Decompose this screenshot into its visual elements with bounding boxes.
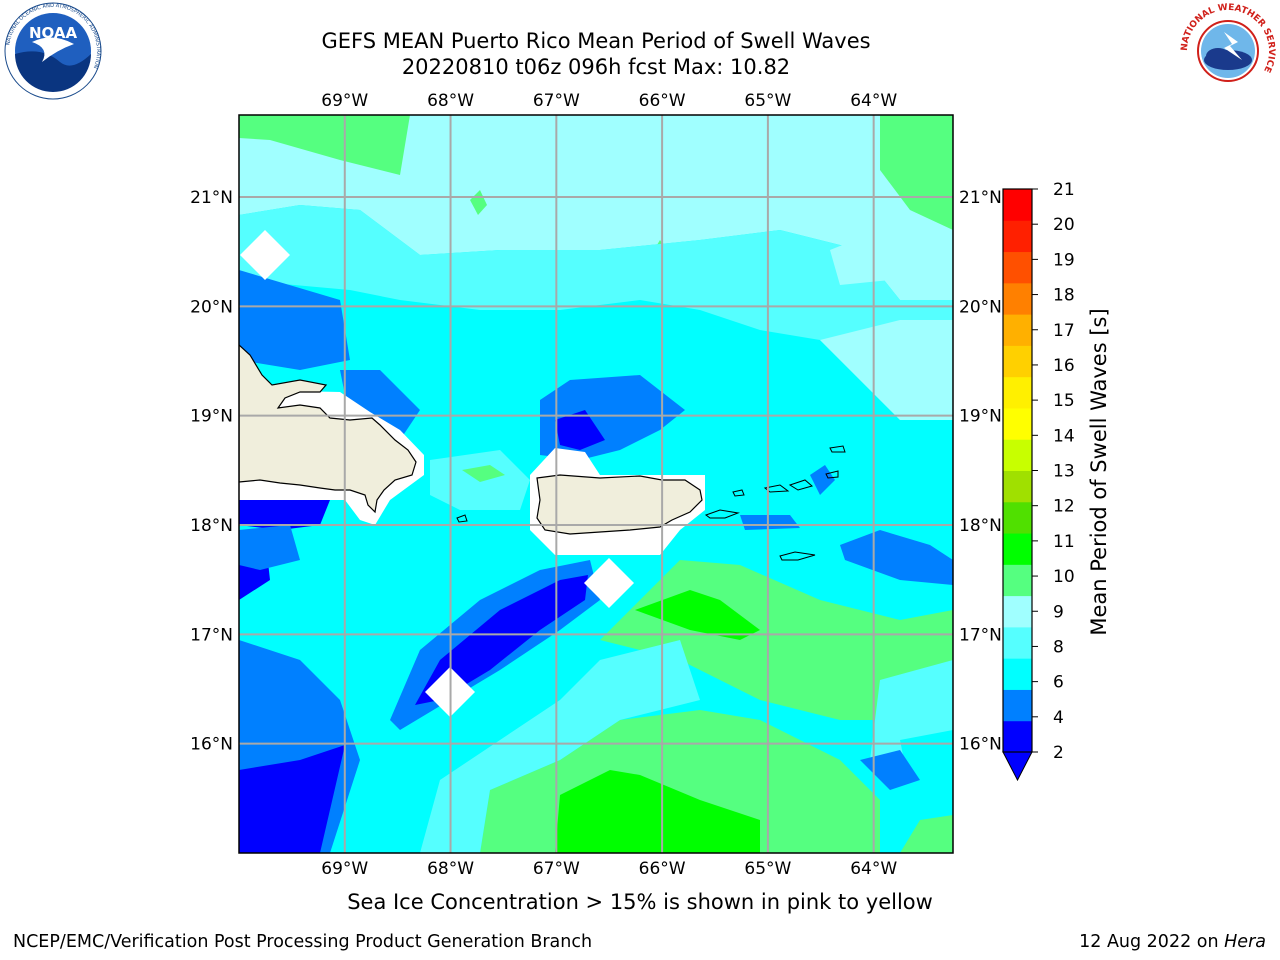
footer-left: NCEP/EMC/Verification Post Processing Pr… (13, 932, 593, 952)
footer-date: 12 Aug 2022 on (1079, 932, 1225, 952)
map-gridlines (239, 115, 953, 853)
colorbar-segment (1003, 282, 1032, 315)
colorbar-tick-label: 15 (1053, 391, 1075, 411)
colorbar-under-arrow (1002, 751, 1033, 782)
colorbar-tick-label: 9 (1053, 602, 1064, 622)
lat-tick-label-left: 17°N (190, 625, 233, 645)
caption: Sea Ice Concentration > 15% is shown in … (347, 890, 933, 914)
lat-tick-label-right: 18°N (959, 516, 1002, 536)
lon-tick-label-top: 69°W (321, 91, 368, 111)
colorbar-tick-label: 10 (1053, 567, 1075, 587)
lon-tick-label-top: 64°W (850, 91, 897, 111)
footer-right: 12 Aug 2022 on Hera (1079, 932, 1266, 952)
colorbar-segment (1003, 251, 1032, 284)
colorbar-segment (1003, 720, 1032, 753)
lat-tick-label-right: 16°N (959, 735, 1002, 755)
colorbar-segment (1003, 595, 1032, 628)
lon-tick-label-top: 66°W (639, 91, 686, 111)
colorbar-segment (1003, 314, 1032, 346)
colorbar-tick-label: 18 (1053, 286, 1075, 306)
colorbar-tick-label: 16 (1053, 356, 1075, 376)
colorbar-tick-label: 6 (1053, 673, 1064, 693)
lon-tick-label-top: 68°W (427, 91, 474, 111)
colorbar-segment (1003, 345, 1032, 378)
lat-tick-label-right: 17°N (959, 625, 1002, 645)
colorbar-tick-label: 21 (1053, 180, 1075, 200)
lon-tick-label-top: 67°W (533, 91, 580, 111)
colorbar-tick-label: 20 (1053, 215, 1075, 235)
colorbar-segment (1003, 407, 1032, 440)
colorbar-segment (1003, 220, 1032, 253)
colorbar-segment (1003, 626, 1032, 659)
lat-tick-label-left: 16°N (190, 735, 233, 755)
lon-tick-label-bottom: 67°W (533, 859, 580, 879)
colorbar-segment (1003, 564, 1032, 597)
lon-tick-label-bottom: 64°W (850, 859, 897, 879)
lat-tick-label-right: 20°N (959, 297, 1002, 317)
colorbar-tick-label: 17 (1053, 321, 1075, 341)
lon-tick-label-bottom: 65°W (744, 859, 791, 879)
colorbar-tick-label: 11 (1053, 532, 1075, 552)
lat-tick-label-left: 21°N (190, 188, 233, 208)
colorbar-segment (1003, 439, 1032, 471)
colorbar-label: Mean Period of Swell Waves [s] (1087, 308, 1111, 635)
swell-period-field (239, 115, 953, 853)
lon-tick-label-bottom: 68°W (427, 859, 474, 879)
lat-tick-label-left: 18°N (190, 516, 233, 536)
lat-tick-label-left: 19°N (190, 407, 233, 427)
map-tick-labels: 69°W 69°W 68°W 68°W 67°W 67°W 66°W 66°W 65°W 65°W… (190, 91, 1002, 879)
lat-tick-label-right: 21°N (959, 188, 1002, 208)
colorbar-tick-label: 13 (1053, 462, 1075, 482)
colorbar-segment (1003, 689, 1032, 722)
lon-tick-label-bottom: 66°W (639, 859, 686, 879)
nws-logo: NATIONAL WEATHER SERVICE (1180, 3, 1276, 98)
colorbar-tick-label: 19 (1053, 250, 1075, 270)
chart-subtitle: 20220810 t06z 096h fcst Max: 10.82 (401, 55, 791, 79)
colorbar-tick-label: 4 (1053, 708, 1064, 728)
footer-host: Hera (1224, 932, 1266, 952)
noaa-logo: NATIONAL OCEANIC AND ATMOSPHERIC ADMINIS… (4, 2, 102, 100)
colorbar-segment (1003, 376, 1032, 409)
chart-title: GEFS MEAN Puerto Rico Mean Period of Swe… (321, 29, 871, 53)
colorbar: 2 4 6 8 9 10 11 12 13 14 15 16 17 18 19 20 21 (1002, 180, 1075, 782)
colorbar-tick-label: 12 (1053, 497, 1075, 517)
colorbar-segment (1003, 501, 1032, 534)
lon-tick-label-bottom: 69°W (321, 859, 368, 879)
colorbar-segment (1003, 533, 1032, 565)
colorbar-tick-label: 8 (1053, 637, 1064, 657)
colorbar-segment (1003, 470, 1032, 503)
colorbar-tick-label: 14 (1053, 426, 1075, 446)
lat-tick-label-right: 19°N (959, 407, 1002, 427)
map-frame (238, 114, 954, 854)
lat-tick-label-left: 20°N (190, 297, 233, 317)
colorbar-segment (1003, 658, 1032, 690)
noaa-logo-text: NOAA (29, 24, 78, 42)
colorbar-tick-label: 2 (1053, 743, 1064, 763)
lon-tick-label-top: 65°W (744, 91, 791, 111)
colorbar-segment (1003, 189, 1032, 221)
